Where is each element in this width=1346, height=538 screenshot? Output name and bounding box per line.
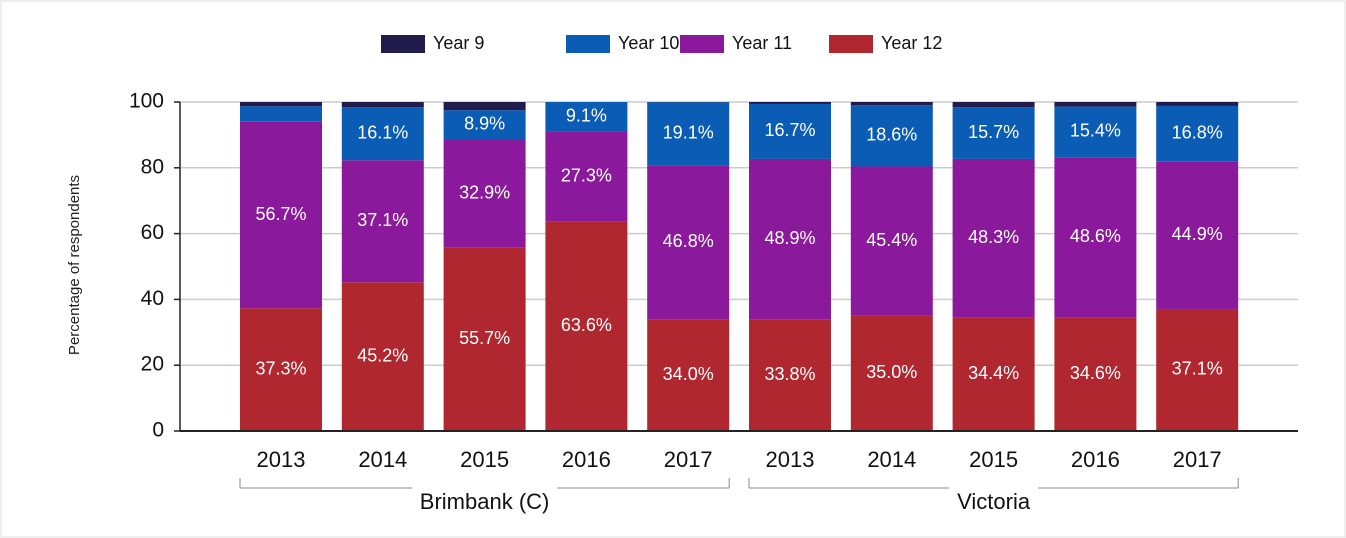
bar-segment — [341, 107, 424, 161]
bar-segment — [952, 107, 1035, 159]
data-label: 48.3% — [968, 227, 1019, 247]
legend-label: Year 9 — [433, 33, 484, 53]
bar-segment — [341, 160, 424, 283]
bar-segment — [749, 103, 831, 159]
bar-segment — [1054, 106, 1137, 158]
y-tick-label: 0 — [152, 419, 164, 442]
data-label: 32.9% — [459, 182, 510, 202]
data-label: 44.9% — [1172, 224, 1223, 244]
y-tick-label: 100 — [129, 90, 164, 113]
data-label: 16.8% — [1172, 122, 1223, 142]
x-tick-label: 2015 — [969, 447, 1018, 472]
bar-segment — [240, 106, 322, 122]
y-tick-label: 40 — [141, 287, 164, 310]
legend-label: Year 11 — [732, 33, 792, 53]
bar-segment — [1054, 102, 1137, 107]
data-label: 15.7% — [968, 122, 1019, 142]
data-label: 18.6% — [866, 125, 917, 145]
bar-segment — [952, 317, 1035, 431]
legend-swatch — [680, 35, 724, 53]
data-label: 34.0% — [663, 364, 714, 384]
bar-segment — [749, 319, 831, 431]
bar-segment — [443, 139, 526, 248]
legend-swatch — [566, 35, 610, 53]
legend-swatch — [381, 35, 425, 53]
legend-label: Year 10 — [618, 33, 679, 53]
bar-segment — [1156, 102, 1239, 106]
bar-segment — [647, 102, 730, 166]
x-tick-label: 2013 — [766, 447, 815, 472]
bar-segment — [1156, 308, 1239, 431]
data-label: 16.1% — [357, 122, 408, 142]
bar-segment — [240, 121, 322, 309]
legend-label: Year 12 — [881, 33, 942, 53]
data-label: 8.9% — [464, 114, 505, 134]
bar-segment — [545, 131, 628, 222]
group-label: Brimbank (C) — [420, 489, 550, 514]
bar-segment — [850, 102, 933, 106]
x-tick-label: 2013 — [257, 447, 306, 472]
bar-segment — [749, 158, 831, 320]
bar-segment — [850, 105, 933, 167]
group-label: Victoria — [957, 489, 1031, 514]
bar-segment — [1054, 317, 1137, 431]
data-label: 48.9% — [764, 228, 815, 248]
bar-segment — [647, 165, 730, 320]
bar-segment — [647, 319, 730, 431]
data-label: 33.8% — [764, 364, 815, 384]
data-label: 27.3% — [561, 166, 612, 186]
data-label: 63.6% — [561, 315, 612, 335]
bar-segment — [1156, 105, 1239, 162]
bar-segment — [240, 102, 322, 107]
data-label: 9.1% — [566, 106, 607, 126]
y-tick-label: 20 — [141, 353, 164, 376]
x-tick-label: 2015 — [460, 447, 509, 472]
bar-segment — [952, 102, 1035, 108]
data-label: 35.0% — [866, 362, 917, 382]
data-label: 34.4% — [968, 363, 1019, 383]
bar-segment — [240, 308, 322, 431]
bar-segment — [952, 158, 1035, 318]
bar-segment — [545, 221, 628, 431]
data-label: 46.8% — [663, 231, 714, 251]
data-label: 37.3% — [255, 358, 306, 378]
x-tick-label: 2016 — [1071, 447, 1120, 472]
data-label: 19.1% — [663, 122, 714, 142]
data-label: 45.2% — [357, 345, 408, 365]
bar-segment — [1054, 157, 1137, 318]
data-label: 45.4% — [866, 230, 917, 250]
bar-segment — [443, 247, 526, 431]
bar-segment — [443, 102, 526, 111]
bar-segment — [749, 102, 831, 104]
y-axis-label: Percentage of respondents — [66, 175, 83, 355]
data-label: 37.1% — [1172, 359, 1223, 379]
data-label: 37.1% — [357, 210, 408, 230]
legend-swatch — [829, 35, 873, 53]
bar-segment — [341, 282, 424, 431]
x-tick-label: 2017 — [664, 447, 713, 472]
x-tick-label: 2014 — [867, 447, 916, 472]
data-label: 48.6% — [1070, 226, 1121, 246]
bar-segment — [850, 166, 933, 316]
x-tick-label: 2016 — [562, 447, 611, 472]
bar-segment — [1156, 161, 1239, 309]
bar-segment — [850, 315, 933, 431]
data-label: 34.6% — [1070, 363, 1121, 383]
x-tick-label: 2014 — [358, 447, 407, 472]
bar-segment — [443, 110, 526, 140]
x-tick-label: 2017 — [1173, 447, 1222, 472]
data-label: 15.4% — [1070, 121, 1121, 141]
y-tick-label: 60 — [141, 221, 164, 244]
data-label: 16.7% — [764, 120, 815, 140]
data-label: 56.7% — [255, 204, 306, 224]
bar-segment — [341, 102, 424, 108]
y-tick-label: 80 — [141, 155, 164, 178]
data-label: 55.7% — [459, 328, 510, 348]
bar-segment — [545, 102, 628, 132]
